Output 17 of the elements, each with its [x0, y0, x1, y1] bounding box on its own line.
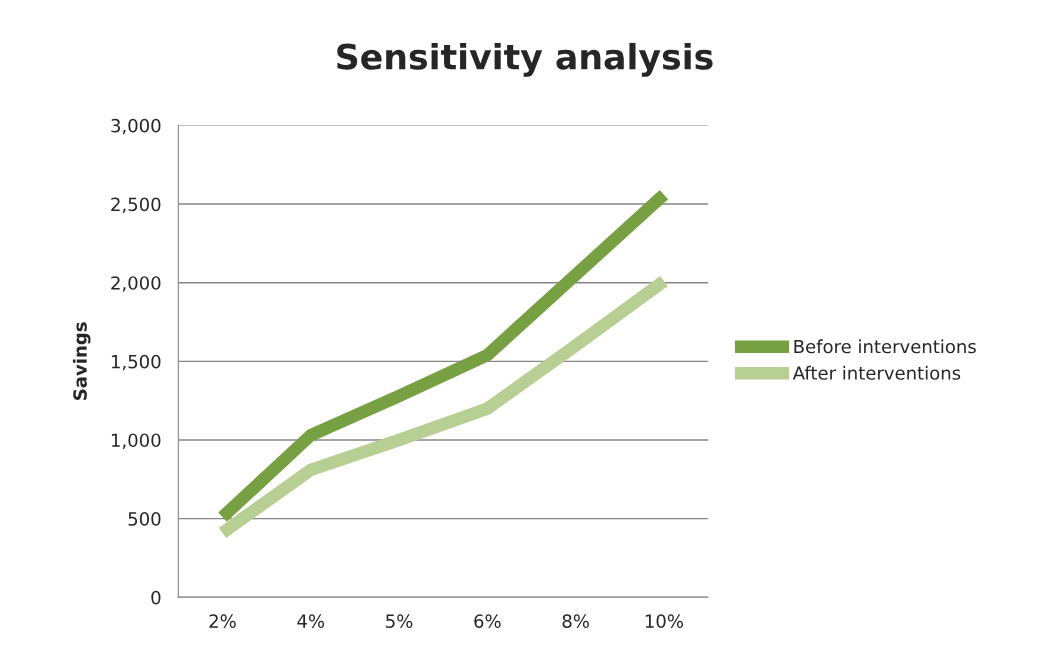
legend-label: Before interventions: [794, 339, 976, 354]
x-tick-label: 5%: [386, 614, 413, 628]
y-tick-label: 2,000: [111, 276, 161, 292]
y-axis-title: Savings: [72, 322, 91, 400]
chart-title: Sensitivity analysis: [337, 42, 713, 77]
x-tick-label: 10%: [645, 614, 683, 628]
y-tick-label: 1,000: [111, 433, 161, 449]
x-tick-label: 6%: [474, 614, 501, 628]
y-tick-label: 3,000: [111, 118, 161, 135]
x-tick-label: 8%: [562, 614, 589, 628]
y-tick-label: 2,500: [111, 197, 161, 214]
y-tick-label: 0: [151, 590, 161, 605]
x-tick-label: 2%: [209, 614, 236, 628]
y-tick-label: 1,500: [111, 354, 161, 371]
legend-label: After interventions: [792, 365, 961, 380]
x-tick-label: 4%: [297, 614, 325, 628]
y-tick-label: 500: [128, 512, 161, 526]
